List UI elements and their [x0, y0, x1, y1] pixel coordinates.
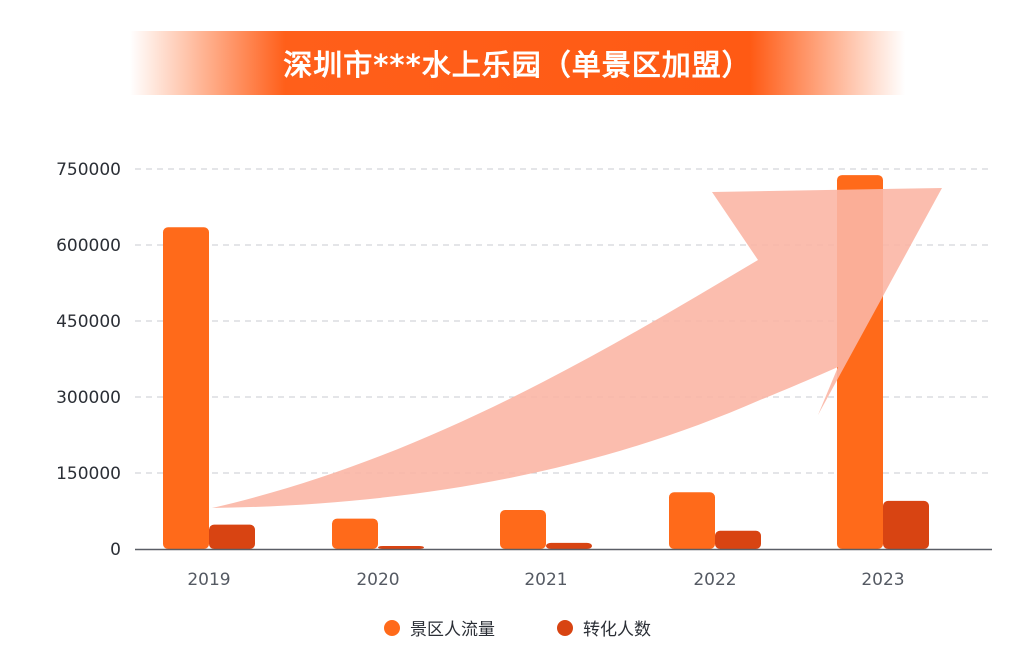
y-tick-label: 600000	[56, 236, 121, 256]
y-tick-label: 300000	[56, 388, 121, 408]
bar-conversion-2023[interactable]	[883, 500, 929, 549]
legend-label-conversion: 转化人数	[583, 620, 651, 640]
legend: 景区人流量 转化人数	[0, 615, 1035, 640]
title-banner: 深圳市***水上乐园（单景区加盟）	[130, 31, 905, 95]
x-tick-label: 2023	[861, 570, 904, 590]
x-tick-label: 2021	[524, 570, 567, 590]
legend-label-traffic: 景区人流量	[410, 620, 495, 640]
bar-traffic-2022[interactable]	[669, 492, 715, 549]
bar-conversion-2022[interactable]	[715, 530, 761, 549]
x-tick-label: 2020	[356, 570, 399, 590]
chart-title: 深圳市***水上乐园（单景区加盟）	[283, 48, 752, 82]
bar-traffic-2021[interactable]	[500, 509, 546, 549]
bar-traffic-2020[interactable]	[332, 518, 378, 549]
bar-chart: 0 150000 300000 450000 600000 750000 2019 2020…	[56, 160, 992, 590]
bar-conversion-2020[interactable]	[378, 545, 424, 549]
legend-dot-conversion-icon	[557, 619, 573, 636]
y-tick-label: 750000	[56, 160, 121, 180]
legend-item-traffic[interactable]: 景区人流量	[384, 615, 495, 640]
bar-traffic-2019[interactable]	[163, 227, 209, 549]
bar-conversion-2019[interactable]	[209, 524, 255, 549]
y-axis-ticks: 0 150000 300000 450000 600000 750000	[56, 160, 121, 560]
x-tick-label: 2019	[187, 570, 230, 590]
legend-dot-traffic-icon	[384, 619, 400, 636]
bar-conversion-2021[interactable]	[546, 542, 592, 549]
y-tick-label: 450000	[56, 312, 121, 332]
trend-arrow-icon	[212, 188, 942, 508]
x-tick-label: 2022	[693, 570, 736, 590]
x-axis-ticks: 2019 2020 2021 2022 2023	[187, 570, 904, 590]
legend-item-conversion[interactable]: 转化人数	[557, 615, 651, 640]
y-tick-label: 150000	[56, 464, 121, 484]
y-tick-label: 0	[110, 540, 121, 560]
